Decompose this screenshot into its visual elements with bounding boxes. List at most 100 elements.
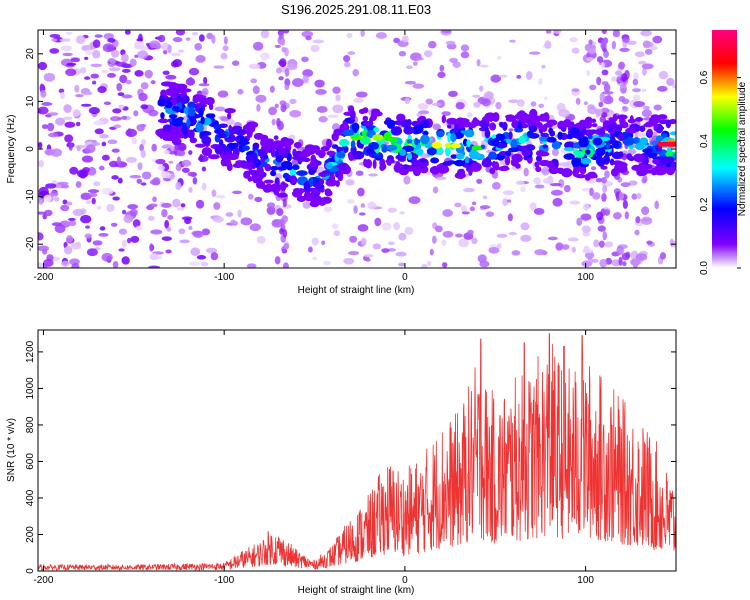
spectrogram-cell xyxy=(415,57,424,61)
spectrogram-cell xyxy=(526,130,534,138)
spectrogram-cell xyxy=(387,241,395,246)
spectrogram-cell xyxy=(237,88,244,95)
spectrogram-cell xyxy=(372,243,382,250)
spectrogram-cell xyxy=(64,134,74,143)
spectrogram-cell xyxy=(386,120,395,129)
spectrogram-cell xyxy=(539,159,551,167)
spectrogram-cell xyxy=(420,119,430,129)
spectrogram-cell xyxy=(273,135,279,140)
snr-x-ticks: -200 -100 0 100 xyxy=(33,330,594,586)
spectrogram-cell xyxy=(279,228,284,235)
spectrogram-cell xyxy=(321,240,326,246)
spectrogram-cell xyxy=(642,163,653,170)
spectrogram-x-ticks: -200 -100 0 100 xyxy=(33,30,594,283)
spectrogram-cell xyxy=(187,171,197,177)
spectrogram-cell xyxy=(206,98,213,105)
spectrogram-cell xyxy=(252,85,260,95)
spectrogram-cell xyxy=(182,122,187,130)
colorbar-tick-label: 0.0 xyxy=(699,261,710,275)
spectrogram-cell xyxy=(310,197,316,206)
spectrogram-cell xyxy=(231,60,240,66)
spectrogram-cell xyxy=(538,113,548,122)
spectrogram-cell xyxy=(571,157,582,167)
spectrogram-cell xyxy=(641,88,647,93)
spectrogram-cell xyxy=(316,106,328,113)
spectrogram-cell xyxy=(84,76,91,80)
snr-y-ticks: 0 200 400 600 800 1000 1200 xyxy=(25,340,676,574)
spectrogram-cell xyxy=(363,254,374,258)
spectrogram-cell xyxy=(601,91,614,95)
spectrogram-cell xyxy=(133,110,139,117)
spectrogram-cell xyxy=(277,192,288,198)
spectrogram-cell xyxy=(170,52,181,57)
spectrogram-cell xyxy=(641,206,650,216)
spectrogram-cell xyxy=(542,144,548,149)
spectrogram-cell xyxy=(514,163,521,169)
spectrogram-cell xyxy=(640,154,645,163)
spectrogram-cell xyxy=(303,181,311,191)
spectrogram-cell xyxy=(138,92,148,102)
spectrogram-cell xyxy=(289,98,297,105)
spectrogram-cell xyxy=(201,166,207,172)
spectrogram-cell xyxy=(663,156,675,164)
spectrogram-cell xyxy=(612,212,622,220)
spectrogram-cell xyxy=(135,225,143,231)
spectrogram-cell xyxy=(278,76,284,81)
spectrogram-cell xyxy=(406,152,413,161)
spectrogram-cell xyxy=(140,82,149,90)
spectrogram-cell xyxy=(466,139,471,148)
spectrogram-cell xyxy=(161,202,172,208)
spectrogram-cell xyxy=(76,146,81,152)
spectrogram-cell xyxy=(88,106,100,115)
spectrogram-cell xyxy=(540,132,549,138)
spectrogram-cell xyxy=(491,134,497,140)
spectrogram-cell xyxy=(612,30,621,38)
y-tick-label: 10 xyxy=(25,95,36,107)
spectrogram-cell xyxy=(40,89,47,98)
spectrogram-cell xyxy=(125,79,132,85)
spectrogram-cell xyxy=(242,145,250,151)
colorbar-ticks: 0.0 0.2 0.4 0.6 xyxy=(699,70,741,275)
spectrogram-cell xyxy=(198,83,210,87)
spectrogram-cell xyxy=(85,144,96,154)
spectrogram-cell xyxy=(441,239,447,246)
spectrogram-cell xyxy=(349,235,358,243)
spectrogram-cell xyxy=(151,143,157,152)
spectrogram-cell xyxy=(91,197,96,205)
spectrogram-cell xyxy=(642,105,650,110)
spectrogram-cell xyxy=(304,191,312,198)
spectrogram-cell xyxy=(588,39,593,45)
spectrogram-cell xyxy=(116,82,123,92)
y-tick-label: 1200 xyxy=(25,340,36,363)
spectrogram-cell xyxy=(179,239,191,244)
spectrogram-cell xyxy=(611,151,623,160)
spectrogram-cell xyxy=(326,150,336,156)
spectrogram-cell xyxy=(289,109,302,118)
spectrogram-cell xyxy=(44,209,53,217)
spectrogram-cell xyxy=(393,163,403,173)
spectrogram-cell xyxy=(586,70,591,77)
spectrogram-cell xyxy=(355,170,364,176)
spectrogram-cell xyxy=(108,67,121,72)
spectrogram-cell xyxy=(508,128,514,132)
spectrogram-cell xyxy=(575,97,581,105)
spectrogram-cell xyxy=(346,32,353,39)
spectrogram-cell xyxy=(528,51,541,55)
spectrogram-cell xyxy=(75,94,84,98)
spectrogram-cell xyxy=(426,260,432,267)
spectrogram-cell xyxy=(600,107,610,114)
spectrogram-cell xyxy=(195,54,206,63)
spectrogram-cell xyxy=(545,30,552,34)
spectrogram-cell xyxy=(192,230,204,238)
spectrogram-cell xyxy=(222,156,231,166)
spectrogram-cell xyxy=(196,255,207,260)
x-tick-label: 100 xyxy=(577,575,594,586)
spectrogram-cell xyxy=(618,191,624,201)
spectrogram-cell xyxy=(452,61,461,68)
spectrogram-cell xyxy=(140,104,149,110)
spectrogram-cell xyxy=(406,139,413,145)
spectrogram-cell xyxy=(191,31,199,36)
spectrogram-cell xyxy=(543,177,552,184)
spectrogram-cell xyxy=(580,157,592,165)
